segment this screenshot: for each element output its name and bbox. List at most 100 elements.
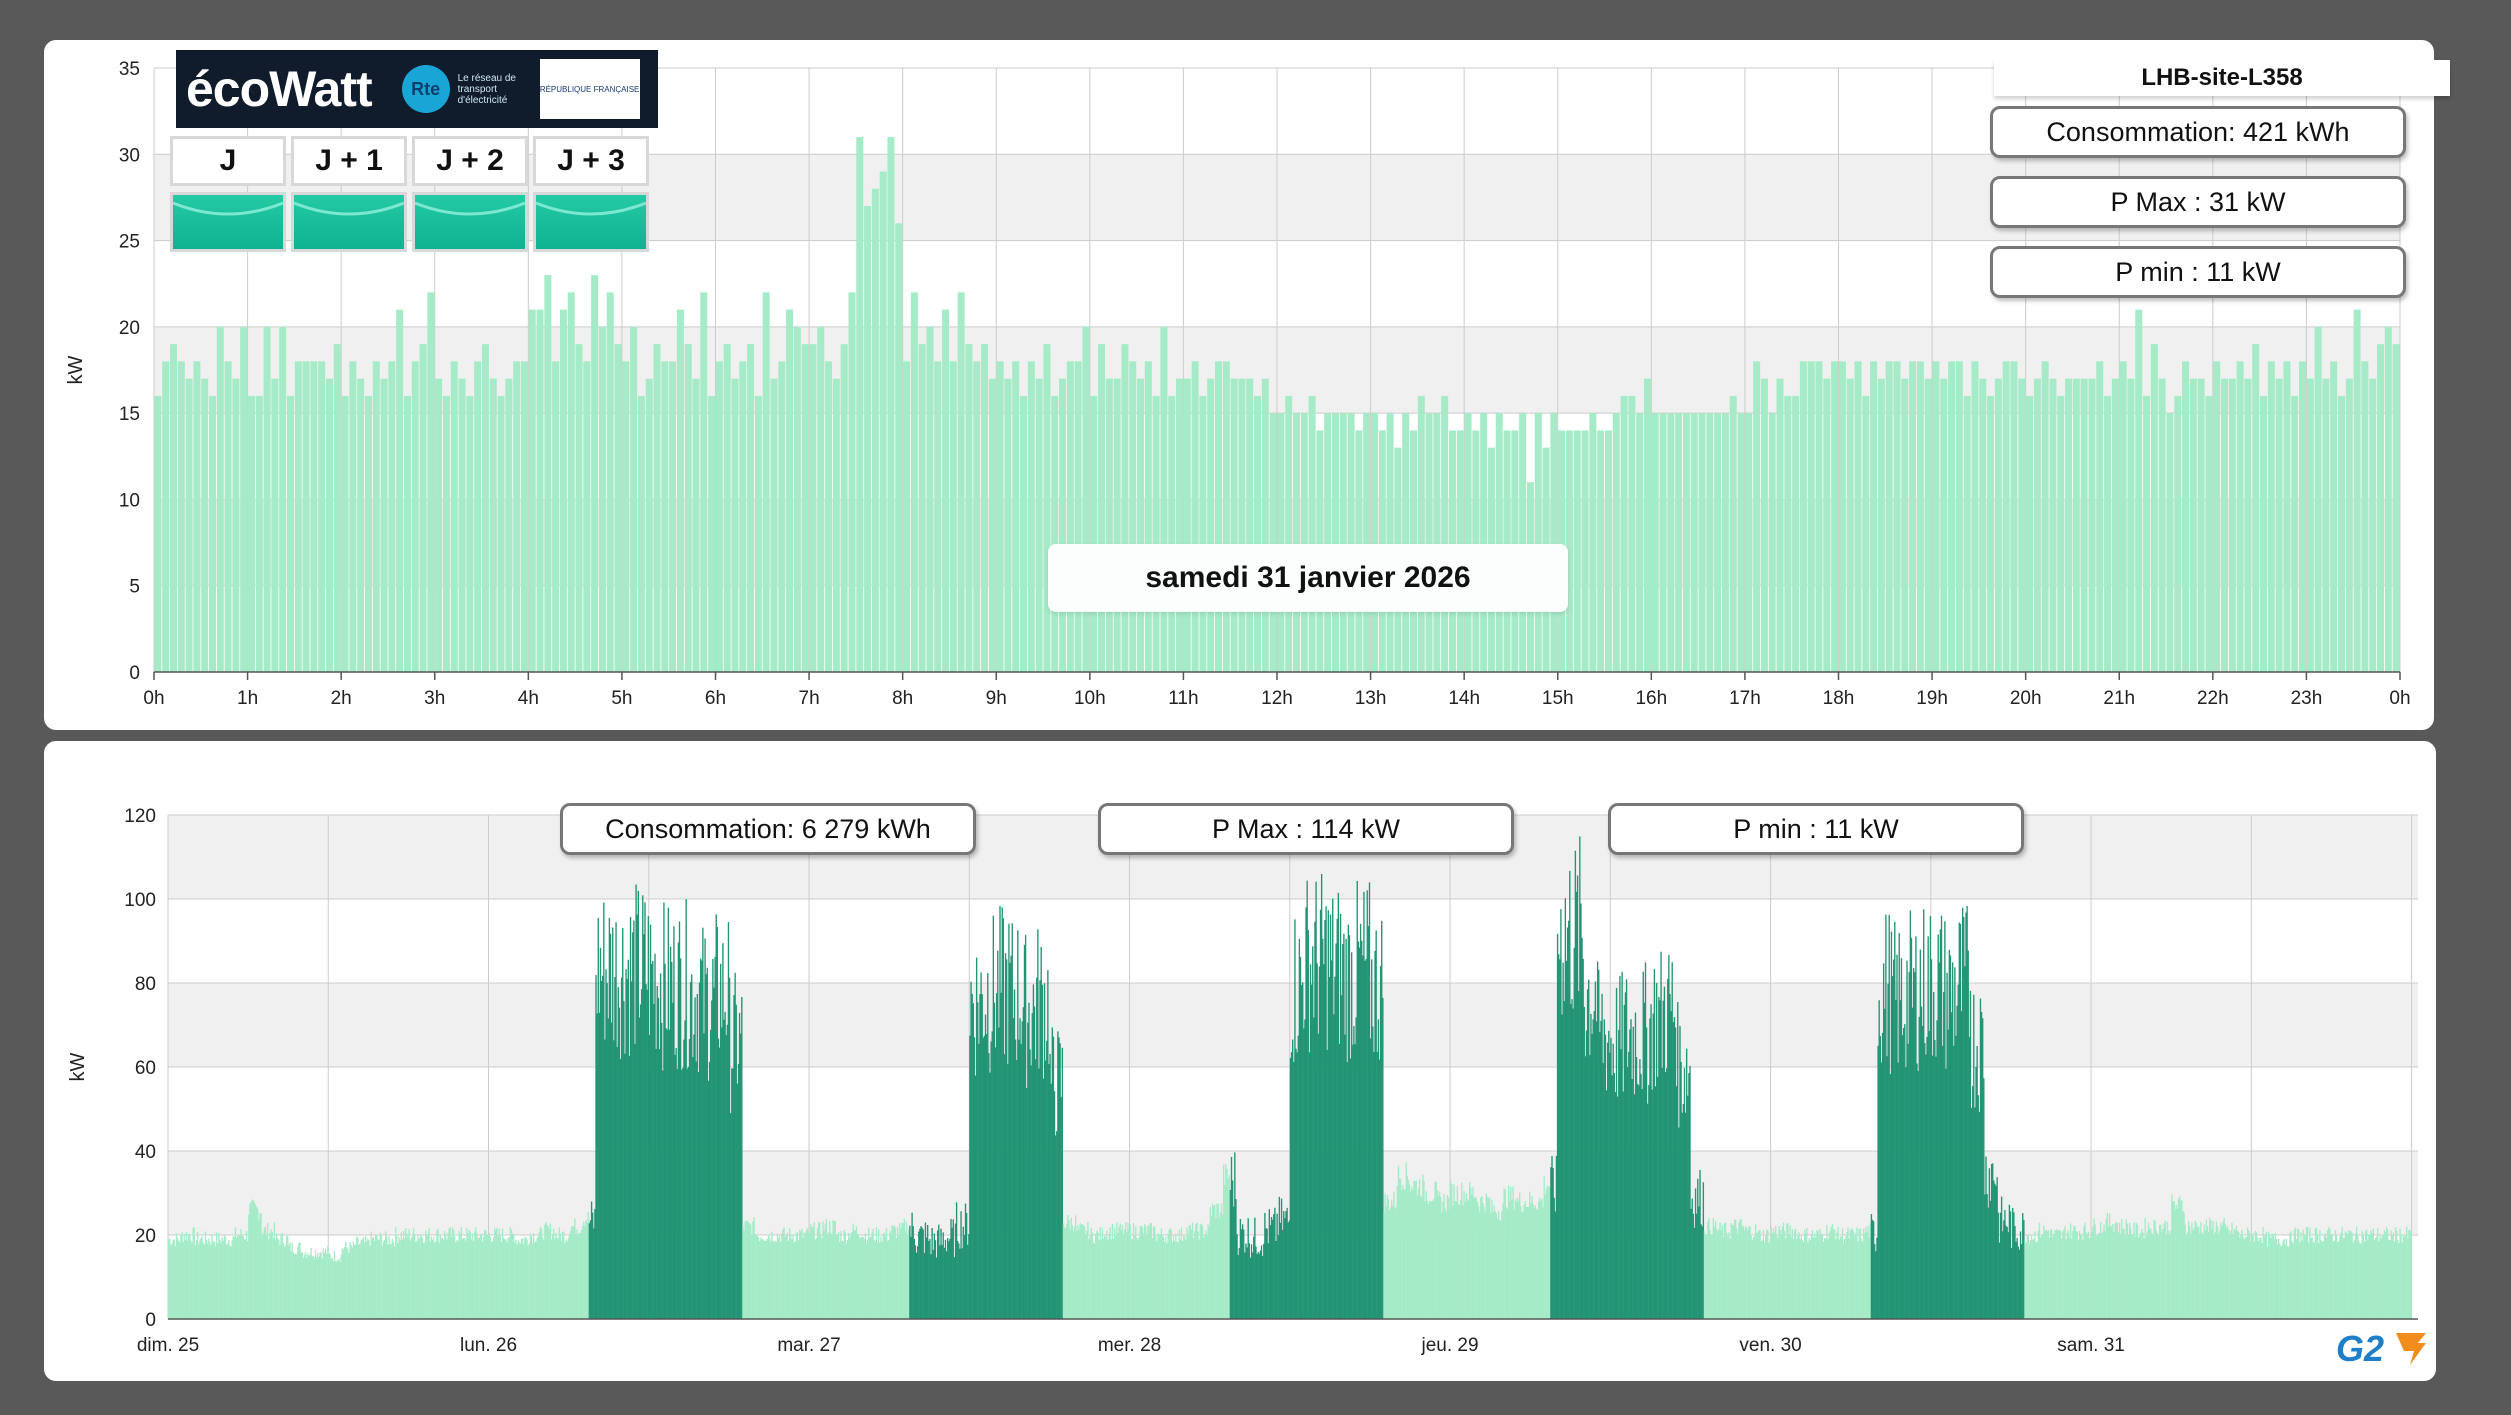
data-bar	[1125, 1222, 1127, 1319]
x-tick-label: 10h	[1074, 688, 1106, 709]
data-bar	[1328, 976, 1331, 1319]
data-bar	[2247, 1230, 2250, 1319]
data-bar	[1994, 378, 2002, 672]
data-bar	[234, 1227, 237, 1319]
x-tick-label: 5h	[611, 688, 632, 709]
daily-consumption-box: Consommation: 421 kWh	[1990, 106, 2406, 158]
data-bar	[1701, 1226, 1703, 1319]
data-bar	[1748, 1226, 1750, 1319]
data-bar	[2003, 1220, 2005, 1319]
data-bar	[1515, 1201, 1518, 1319]
data-bar	[1643, 1002, 1646, 1319]
data-bar	[1169, 1228, 1171, 1319]
data-bar	[1054, 1135, 1057, 1319]
data-bar	[505, 1239, 507, 1319]
data-bar	[1050, 1083, 1052, 1319]
data-bar	[738, 1012, 741, 1319]
data-bar	[979, 994, 981, 1319]
data-bar	[1955, 361, 1963, 672]
data-bar	[1651, 1089, 1653, 1319]
data-bar	[1839, 1236, 1841, 1319]
data-bar	[873, 1239, 875, 1319]
data-bar	[886, 1240, 889, 1319]
data-bar	[622, 361, 630, 672]
data-bar	[1213, 1206, 1215, 1319]
data-bar	[1826, 1224, 1828, 1319]
data-bar	[405, 1228, 407, 1319]
data-bar	[1287, 1222, 1289, 1319]
data-bar	[834, 1221, 836, 1319]
data-bar	[1103, 1235, 1106, 1319]
data-bar	[762, 292, 770, 672]
data-bar	[1708, 1217, 1710, 1319]
data-bar	[1542, 1207, 1544, 1319]
data-bar	[255, 1206, 258, 1319]
data-bar	[2199, 1233, 2201, 1319]
data-bar	[1126, 1232, 1128, 1319]
data-bar	[2384, 1232, 2387, 1319]
data-bar	[625, 969, 627, 1319]
data-bar	[567, 292, 575, 672]
data-bar	[918, 1231, 920, 1319]
data-bar	[1269, 413, 1277, 672]
data-bar	[2014, 1226, 2016, 1319]
data-bar	[1788, 1235, 1790, 1319]
data-bar	[2027, 1235, 2029, 1319]
data-bar	[481, 344, 489, 672]
data-bar	[1446, 1195, 1449, 1319]
data-bar	[1998, 1242, 2001, 1319]
data-bar	[1358, 947, 1361, 1319]
data-bar	[216, 326, 224, 672]
data-bar	[590, 1201, 593, 1319]
data-bar	[1593, 1010, 1595, 1319]
data-bar	[2314, 326, 2322, 672]
data-bar	[1238, 1248, 1240, 1319]
data-bar	[1811, 1230, 1814, 1319]
data-bar	[1450, 1181, 1452, 1319]
data-bar	[579, 1233, 582, 1319]
data-bar	[741, 997, 743, 1319]
data-bar	[2166, 413, 2174, 672]
data-bar	[595, 974, 597, 1319]
data-bar	[1434, 1182, 1436, 1319]
data-bar	[273, 1222, 276, 1319]
data-bar	[575, 1234, 577, 1319]
data-bar	[181, 1232, 183, 1319]
data-bar	[440, 1238, 443, 1319]
data-bar	[1930, 959, 1933, 1319]
data-bar	[879, 1242, 881, 1319]
data-bar	[1259, 1250, 1262, 1319]
data-bar	[1082, 326, 1090, 672]
data-bar	[750, 1224, 752, 1319]
data-bar	[247, 1241, 249, 1319]
data-bar	[412, 1228, 415, 1319]
x-tick-label: 6h	[705, 688, 726, 709]
data-bar	[406, 1233, 408, 1319]
data-bar	[1532, 1203, 1534, 1319]
data-bar	[1831, 1224, 1834, 1319]
data-bar	[1020, 395, 1028, 672]
data-bar	[2186, 1232, 2189, 1319]
data-bar	[596, 1013, 598, 1319]
data-bar	[1869, 1223, 1871, 1319]
data-bar	[2349, 1231, 2351, 1319]
data-bar	[1258, 1253, 1260, 1319]
data-bar	[337, 1259, 339, 1319]
data-bar	[1129, 1224, 1131, 1319]
data-bar	[1412, 1190, 1414, 1319]
data-bar	[1982, 1018, 1984, 1319]
x-tick-label: sam. 31	[2057, 1335, 2125, 1356]
data-bar	[1612, 1043, 1614, 1319]
data-bar	[964, 1203, 967, 1319]
data-bar	[1815, 361, 1823, 672]
data-bar	[1277, 1235, 1279, 1319]
data-bar	[1185, 1239, 1187, 1319]
data-bar	[594, 1209, 596, 1319]
data-bar	[343, 1247, 346, 1319]
data-bar	[1796, 1238, 1798, 1319]
data-bar	[427, 1234, 429, 1319]
data-bar	[2234, 1230, 2236, 1319]
data-bar	[766, 1238, 769, 1319]
data-bar	[494, 1227, 496, 1319]
data-bar	[2089, 1236, 2092, 1319]
